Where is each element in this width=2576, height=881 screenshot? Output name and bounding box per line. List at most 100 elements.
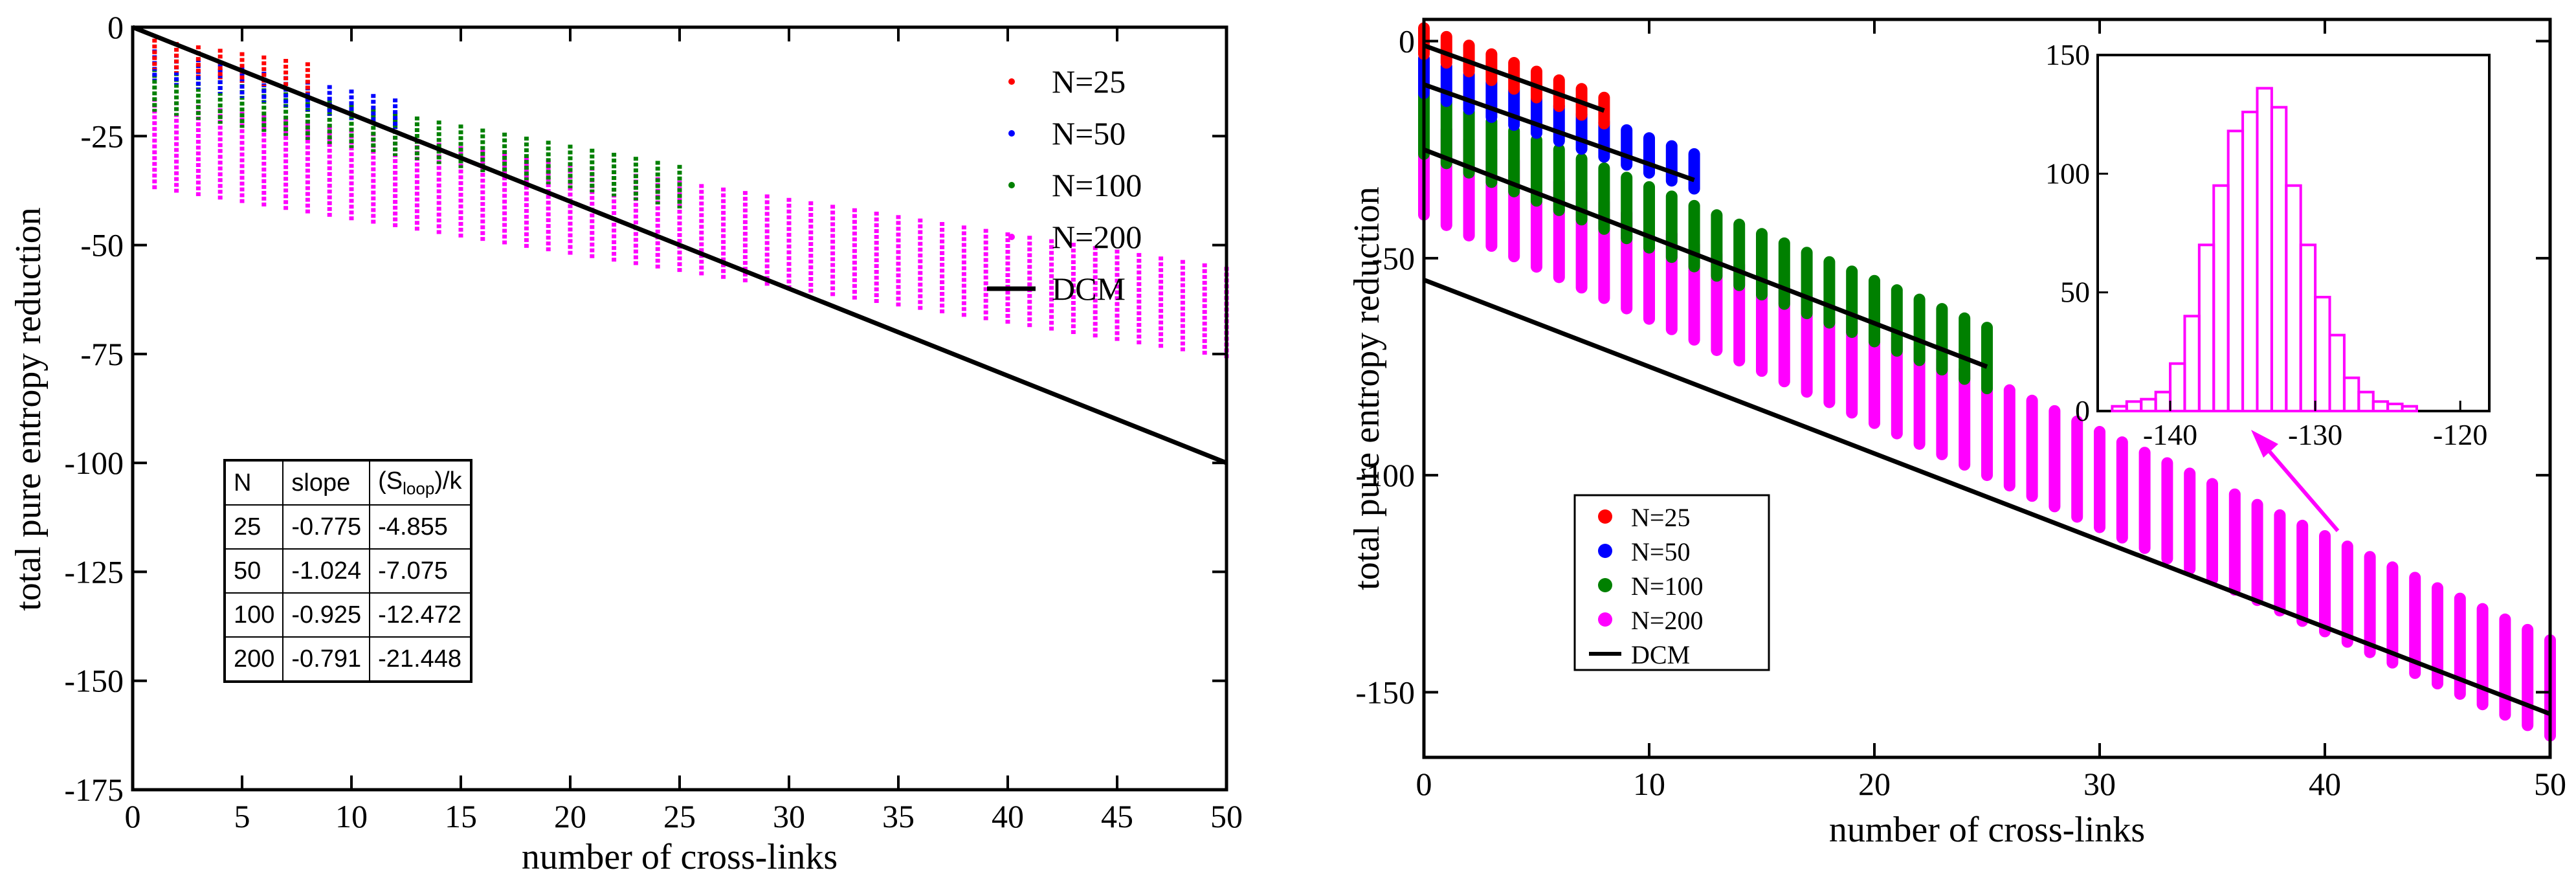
table-cell: 25 xyxy=(223,504,284,550)
inset-y-tick-label: 100 xyxy=(2045,157,2090,190)
x-tick-label: 10 xyxy=(1633,766,1665,802)
x-tick-label: 45 xyxy=(1101,798,1133,834)
legend-label: N=25 xyxy=(1631,503,1690,532)
legend-marker xyxy=(1008,234,1015,240)
table-cell: 200 xyxy=(223,636,284,682)
legend-label: N=200 xyxy=(1631,606,1703,635)
y-tick-label: -175 xyxy=(64,772,124,808)
x-tick-label: 30 xyxy=(2083,766,2116,802)
y-tick-label: -125 xyxy=(64,553,124,590)
table-header-n: N xyxy=(223,460,284,506)
table-cell: -0.791 xyxy=(282,636,371,682)
left-chart: 0 5 10 15 20 25 30 35 40 45 50 0 -25 -50 -75 -100 -125 -1… xyxy=(8,9,1243,877)
x-tick-label: 0 xyxy=(1416,766,1432,802)
fit-line xyxy=(1423,82,1695,183)
left-x-axis-label: number of cross-links xyxy=(522,837,838,877)
fit-line xyxy=(1423,43,1605,113)
table-cell: 100 xyxy=(223,592,284,638)
histogram-bar xyxy=(2401,405,2418,413)
right-plot-frame xyxy=(1422,17,2552,759)
table-row: 50 -1.024 -7.075 xyxy=(223,548,472,594)
left-y-axis-label: total pure entropy reduction xyxy=(8,207,49,611)
x-tick-label: 50 xyxy=(2534,766,2566,802)
table-cell: -0.775 xyxy=(282,504,371,550)
x-tick-label: 10 xyxy=(335,798,368,834)
x-tick-label: 5 xyxy=(234,798,250,834)
fit-parameters-table: N slope (Sloop)/k 25 -0.775 -4.855 50 -1… xyxy=(223,459,472,683)
table-cell: -12.472 xyxy=(369,592,472,638)
legend-marker xyxy=(1008,130,1015,137)
left-legend: N=25 N=50 N=100 N=200 DCM xyxy=(987,63,1142,307)
x-tick-label: 35 xyxy=(882,798,915,834)
inset-y-tick-label: 50 xyxy=(2060,276,2090,309)
fit-line xyxy=(1423,278,2551,717)
inset-arrow xyxy=(2251,430,2340,532)
legend-label: N=100 xyxy=(1052,167,1142,203)
right-axis-ticks: 0 10 20 30 40 50 0 -50 -100 -150 xyxy=(1355,19,2566,802)
legend-label: DCM xyxy=(1631,640,1690,669)
y-tick-label: -100 xyxy=(1355,457,1415,493)
legend-label: DCM xyxy=(1052,271,1126,307)
right-x-axis-label: number of cross-links xyxy=(1829,810,2145,850)
legend-label: N=50 xyxy=(1631,537,1690,566)
x-tick-label: 20 xyxy=(1858,766,1891,802)
legend-marker xyxy=(1598,544,1612,558)
sloop-prefix: (S xyxy=(378,467,403,495)
y-tick-label: 0 xyxy=(1399,23,1415,60)
table-header-row: N slope (Sloop)/k xyxy=(223,460,472,506)
legend-label: N=25 xyxy=(1052,63,1126,100)
inset-y-tick-label: 150 xyxy=(2045,38,2090,71)
y-tick-label: -50 xyxy=(80,227,124,263)
right-y-axis-label: total pure entropy reduction xyxy=(1347,186,1387,590)
table-cell: -7.075 xyxy=(369,548,472,594)
y-tick-label: -75 xyxy=(80,336,124,372)
table-row: 200 -0.791 -21.448 xyxy=(223,636,472,682)
table-header-sloop: (Sloop)/k xyxy=(369,460,472,506)
inset-x-tick-label: -130 xyxy=(2288,418,2342,451)
table-cell: 50 xyxy=(223,548,284,594)
legend-marker xyxy=(1598,509,1612,524)
inset-x-tick-label: -120 xyxy=(2433,418,2487,451)
left-dcm-line xyxy=(131,25,1228,465)
table-cell: -21.448 xyxy=(369,636,472,682)
inset-histogram: -140 -130 -120 0 50 100 150 xyxy=(2045,38,2491,451)
x-tick-label: 25 xyxy=(663,798,696,834)
sloop-subscript: loop xyxy=(403,478,435,498)
y-tick-label: -100 xyxy=(64,445,124,481)
inset-y-tick-label: 0 xyxy=(2075,394,2090,427)
legend-marker xyxy=(1008,182,1015,188)
right-chart: 0 10 20 30 40 50 0 -50 -100 -150 number of cross-… xyxy=(1347,17,2566,850)
y-tick-label: -150 xyxy=(64,663,124,699)
x-tick-label: 40 xyxy=(992,798,1024,834)
y-tick-label: -150 xyxy=(1355,674,1415,710)
table-cell: -0.925 xyxy=(282,592,371,638)
y-tick-label: 0 xyxy=(107,9,124,45)
x-tick-label: 15 xyxy=(445,798,477,834)
table-header-slope: slope xyxy=(282,460,371,506)
table-row: 100 -0.925 -12.472 xyxy=(223,592,472,638)
x-tick-label: 30 xyxy=(773,798,805,834)
x-tick-label: 20 xyxy=(554,798,586,834)
y-tick-label: -50 xyxy=(1371,240,1415,276)
legend-label: N=100 xyxy=(1631,572,1703,601)
legend-marker xyxy=(1008,78,1015,85)
table-cell: -1.024 xyxy=(282,548,371,594)
sloop-suffix: )/k xyxy=(434,467,462,495)
right-legend: N=25 N=50 N=100 N=200 DCM xyxy=(1573,494,1770,671)
inset-x-tick-label: -140 xyxy=(2143,418,2197,451)
legend-label: N=50 xyxy=(1052,115,1126,151)
legend-marker xyxy=(1598,578,1612,592)
histogram-bar xyxy=(2328,333,2346,413)
fit-line xyxy=(1423,147,1988,369)
x-tick-label: 0 xyxy=(125,798,141,834)
x-tick-label: 40 xyxy=(2309,766,2341,802)
table-cell: -4.855 xyxy=(369,504,472,550)
inset-frame xyxy=(2096,54,2491,412)
x-tick-label: 50 xyxy=(1210,798,1243,834)
y-tick-label: -25 xyxy=(80,118,124,154)
legend-marker xyxy=(1598,612,1612,627)
right-fit-lines xyxy=(1423,43,2551,717)
legend-label: N=200 xyxy=(1052,219,1142,255)
table-row: 25 -0.775 -4.855 xyxy=(223,504,472,550)
